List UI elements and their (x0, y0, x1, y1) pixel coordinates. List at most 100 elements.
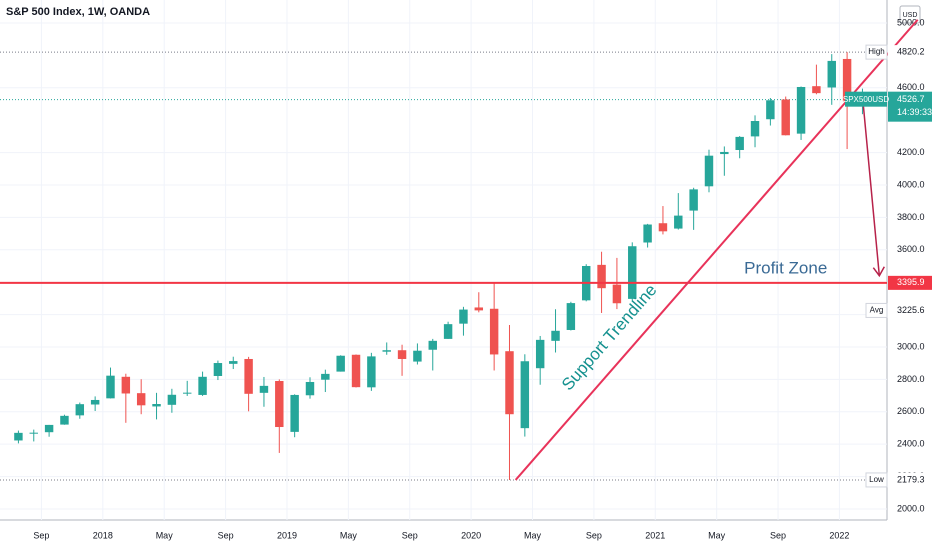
x-tick-label: 2021 (645, 530, 665, 540)
y-tick-label: 3000.0 (897, 341, 925, 351)
candle-body (750, 121, 760, 137)
candle-body (766, 100, 775, 120)
candle-body (658, 223, 668, 232)
candle-body (60, 415, 69, 425)
x-tick-label: May (340, 530, 358, 540)
candle-body (382, 350, 391, 352)
x-tick-label: 2018 (93, 530, 113, 540)
avg-box (888, 303, 932, 318)
candle-body (44, 424, 54, 433)
candle-body (259, 385, 269, 393)
candle-body (505, 351, 514, 415)
x-tick-label: Sep (218, 530, 234, 540)
x-tick-label: 2022 (829, 530, 849, 540)
candle-body (566, 303, 576, 330)
candle-body (14, 432, 23, 441)
level-value: 3395.9 (897, 277, 925, 287)
candle-body (413, 350, 422, 362)
candle-body (229, 361, 238, 364)
y-tick-label: 4000.0 (897, 179, 925, 189)
low-box (888, 472, 932, 487)
arrow (861, 95, 881, 276)
y-tick-label: 4200.0 (897, 147, 925, 157)
high-tag (865, 44, 888, 60)
arrow-head (872, 266, 885, 278)
symbol-tag: SPX500USD (843, 95, 889, 104)
candle-body (796, 86, 806, 134)
y-tick-label: 3600.0 (897, 244, 925, 254)
candle-body (275, 381, 284, 428)
candle-body (643, 224, 652, 243)
candle-body (106, 375, 115, 399)
candle-body (321, 373, 330, 380)
chart-title: S&P 500 Index, 1W, OANDA (6, 6, 150, 18)
countdown: 14:39:33 (897, 107, 932, 117)
y-tick-label: 2000.0 (897, 503, 925, 513)
candle-body (244, 358, 253, 394)
currency-box (899, 5, 921, 24)
candle-body (90, 399, 100, 405)
x-tick-label: 2019 (277, 530, 297, 540)
candle-body (704, 155, 714, 187)
y-tick-label: 2400.0 (897, 439, 925, 449)
candle-body (674, 215, 683, 229)
candle-body (812, 86, 821, 94)
y-tick-label: 2600.0 (897, 406, 925, 416)
candle-body (781, 99, 790, 136)
avg-tag (865, 302, 888, 318)
candle-body (183, 392, 192, 394)
candle-body (489, 308, 499, 355)
x-tick-label: Sep (33, 530, 49, 540)
avg-tag-label: Avg (870, 306, 884, 315)
candle-body (305, 381, 315, 396)
avg-value: 3225.6 (897, 305, 925, 315)
candle-body (474, 307, 484, 311)
low-tag (865, 472, 888, 488)
candle-body (167, 394, 177, 405)
candle-body (628, 246, 637, 299)
candle-body (459, 309, 468, 324)
x-tick-label: May (156, 530, 174, 540)
candle-body (842, 58, 852, 102)
currency: USD (903, 12, 918, 19)
candle-body (827, 60, 836, 88)
candle-body (551, 330, 560, 341)
candle-body (367, 356, 376, 388)
candle-body (735, 136, 744, 151)
high-tag-label: High (868, 47, 884, 56)
level-box (888, 275, 932, 290)
candle-body (520, 361, 530, 429)
x-tick-label: Sep (402, 530, 418, 540)
candle-body (152, 404, 161, 407)
candle-body (121, 376, 131, 394)
candle-body (612, 284, 622, 304)
x-tick-label: May (708, 530, 726, 540)
x-tick-label: Sep (586, 530, 602, 540)
candle-body (75, 404, 85, 416)
y-tick-label: 4600.0 (897, 82, 925, 92)
candle-body (689, 189, 698, 211)
high-value: 4820.2 (897, 47, 925, 57)
candle-body (397, 350, 407, 359)
low-value: 2179.3 (897, 474, 925, 484)
candle-body (136, 393, 146, 406)
candle-body (597, 264, 606, 289)
y-tick-label: 5000.0 (897, 17, 925, 27)
low-tag-label: Low (869, 475, 884, 484)
candle-body (198, 376, 207, 395)
x-tick-label: Sep (770, 530, 786, 540)
candle-body (336, 355, 345, 372)
candle-body (428, 340, 437, 350)
x-tick-label: May (524, 530, 542, 540)
y-tick-label: 3800.0 (897, 212, 925, 222)
candle-body (290, 394, 299, 432)
y-tick-label: 2800.0 (897, 374, 925, 384)
symbol-tag-box (845, 91, 887, 107)
candle-body (29, 432, 38, 434)
candle-body (443, 324, 453, 339)
x-tick-label: 2020 (461, 530, 481, 540)
zone-label: Profit Zone (744, 259, 827, 278)
candle-body (213, 363, 223, 376)
